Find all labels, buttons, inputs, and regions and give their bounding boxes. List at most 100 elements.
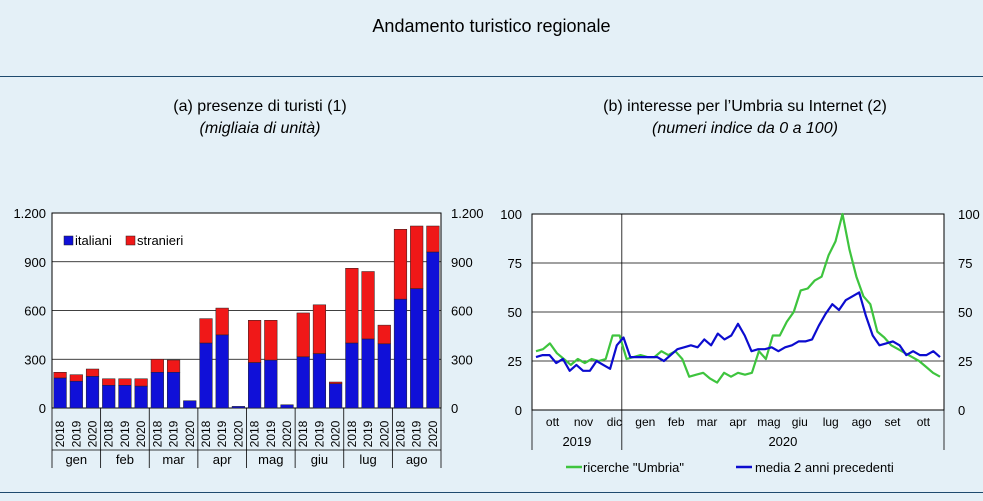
chart-a-year-label: 2018	[199, 420, 213, 447]
chart-a-ytick-left: 0	[39, 401, 46, 416]
bar-stranieri-gen-2020	[85, 368, 100, 377]
chart-b-month-label: mag	[757, 415, 780, 429]
line-series-1	[535, 291, 941, 372]
panel-b-subtitle: (numeri indice da 0 a 100)	[652, 120, 838, 137]
chart-b-ytick-left: 100	[500, 207, 522, 222]
chart-a-month-label: feb	[116, 452, 134, 467]
bar-stranieri-giu-2019	[312, 304, 327, 354]
chart-a-year-label: 2020	[377, 420, 391, 447]
chart-a-year-label: 2020	[231, 420, 245, 447]
legend-label-stranieri: stranieri	[137, 233, 183, 248]
chart-b-year-label: 2020	[768, 434, 797, 449]
footer-divider	[0, 492, 983, 493]
chart-a-year-label: 2018	[53, 420, 67, 447]
chart-b-month-label: dic	[607, 415, 622, 429]
chart-a-month-label: mar	[162, 452, 185, 467]
chart-a-year-label: 2018	[296, 420, 310, 447]
bar-stranieri-feb-2018	[102, 378, 116, 386]
chart-a-ytick-left: 1.200	[13, 206, 46, 221]
chart-b-month-label: nov	[574, 415, 593, 429]
bar-stranieri-giu-2020	[329, 381, 343, 384]
panel-a-title: (a) presenze di turisti (1)	[173, 98, 347, 115]
bar-stranieri-ago-2018	[393, 229, 408, 300]
bar-stranieri-lug-2020	[377, 324, 391, 345]
bar-stranieri-mar-2018	[150, 359, 164, 373]
chart-a-ytick-left: 900	[24, 255, 46, 270]
chart-b-ytick-right: 25	[958, 354, 972, 369]
chart-a-month-label: lug	[359, 452, 376, 467]
chart-b-ytick-left: 50	[508, 305, 522, 320]
chart-b-ytick-right: 100	[958, 207, 980, 222]
chart-a-year-label: 2018	[102, 420, 116, 447]
chart-b-month-label: giu	[792, 415, 808, 429]
page-title: Andamento turistico regionale	[372, 16, 611, 36]
chart-a-year-label: 2018	[345, 420, 359, 447]
chart-b-ytick-left: 75	[508, 256, 522, 271]
chart-a-year-label: 2019	[361, 420, 375, 447]
bar-stranieri-apr-2019	[215, 307, 229, 336]
legend-label-italiani: italiani	[75, 233, 112, 248]
legend-swatch-stranieri	[125, 235, 136, 246]
chart-a-year-label: 2018	[248, 420, 262, 447]
chart-b-ytick-right: 75	[958, 256, 972, 271]
chart-a-year-label: 2019	[312, 420, 326, 447]
chart-b-month-label: ott	[917, 415, 931, 429]
bar-italiani-mag-2020	[280, 404, 294, 409]
chart-a-year-label: 2020	[86, 420, 100, 447]
chart-a-year-label: 2019	[118, 420, 132, 447]
line-series-0	[535, 212, 941, 384]
chart-b-month-label: ago	[852, 415, 872, 429]
chart-a-year-label: 2018	[150, 420, 164, 447]
chart-b-ytick-right: 50	[958, 305, 972, 320]
chart-a-ytick-right: 1.200	[451, 206, 484, 221]
chart-b-month-label: feb	[668, 415, 685, 429]
header-divider	[0, 76, 983, 77]
chart-b-month-label: set	[884, 415, 901, 429]
bar-stranieri-feb-2020	[134, 378, 148, 387]
legend-label-media: media 2 anni precedenti	[755, 460, 894, 475]
chart-a-month-label: gen	[65, 452, 87, 467]
bar-stranieri-feb-2019	[118, 378, 132, 386]
bar-italiani-mar-2020	[183, 400, 197, 409]
chart-a-year-label: 2019	[264, 420, 278, 447]
chart-a-year-label: 2019	[167, 420, 181, 447]
panel-b-title: (b) interesse per l’Umbria su Internet (…	[603, 98, 887, 115]
bar-stranieri-gen-2019	[69, 374, 83, 382]
bar-stranieri-mar-2019	[166, 359, 181, 373]
chart-a-ytick-right: 900	[451, 255, 473, 270]
chart-a-month-label: ago	[406, 452, 428, 467]
chart-b-ytick-left: 0	[515, 403, 522, 418]
bar-stranieri-mag-2018	[248, 320, 262, 363]
chart-b-month-label: ott	[546, 415, 560, 429]
bar-stranieri-ago-2019	[410, 225, 424, 289]
chart-a-ytick-right: 300	[451, 352, 473, 367]
chart-a-ytick-left: 600	[24, 304, 46, 319]
legend-swatch-italiani	[63, 235, 74, 246]
chart-b-month-label: lug	[823, 415, 839, 429]
chart-b-month-label: apr	[729, 415, 746, 429]
chart-a-ytick-left: 300	[24, 352, 46, 367]
chart-a-ytick-right: 0	[451, 401, 458, 416]
legend-label-ricerche: ricerche "Umbria"	[583, 460, 684, 475]
bar-stranieri-giu-2018	[296, 312, 310, 358]
chart-a-month-label: apr	[213, 452, 232, 467]
bar-stranieri-gen-2018	[53, 372, 67, 379]
bar-stranieri-lug-2019	[361, 271, 375, 340]
chart-a-year-label: 2020	[426, 420, 440, 447]
bar-stranieri-apr-2018	[199, 318, 213, 344]
chart-a-year-label: 2019	[410, 420, 424, 447]
chart-b-ytick-right: 0	[958, 403, 965, 418]
chart-a-year-label: 2020	[134, 420, 148, 447]
chart-b-month-label: gen	[635, 415, 655, 429]
chart-b-year-label: 2019	[562, 434, 591, 449]
chart-a-year-label: 2020	[183, 420, 197, 447]
chart-b-ytick-left: 25	[508, 354, 522, 369]
bar-stranieri-mag-2019	[264, 320, 278, 361]
chart-a-month-label: mag	[258, 452, 283, 467]
bar-italiani-apr-2020	[231, 406, 245, 409]
chart-a-year-label: 2018	[393, 420, 407, 447]
chart-a-year-label: 2020	[280, 420, 294, 447]
chart-a-year-label: 2019	[69, 420, 83, 447]
chart-a-year-label: 2020	[329, 420, 343, 447]
